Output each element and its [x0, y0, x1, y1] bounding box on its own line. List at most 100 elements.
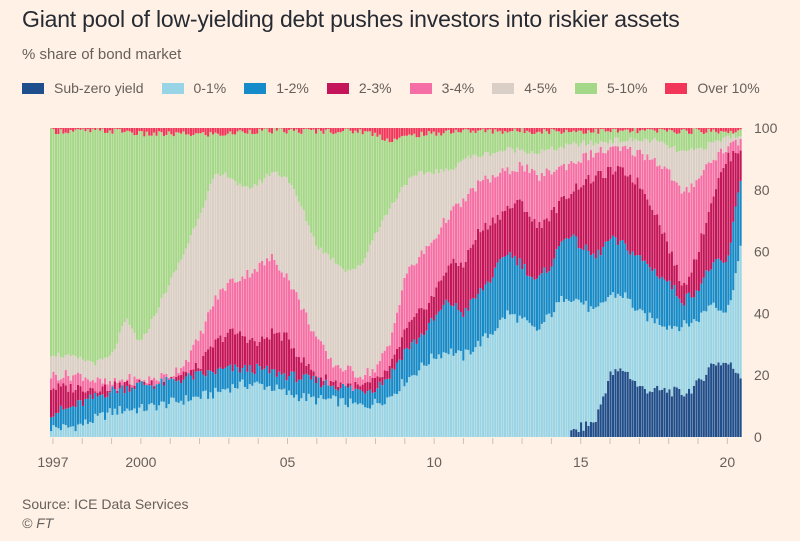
bar-segment-0-1- — [307, 393, 310, 437]
bar-segment-3-4- — [496, 176, 499, 215]
bar-segment-5-10- — [69, 130, 72, 357]
bar-segment-3-4- — [513, 171, 516, 204]
bar-segment-5-10- — [604, 131, 607, 143]
bar-segment-2-3- — [263, 338, 266, 369]
bar-segment-0-1- — [57, 428, 60, 437]
bar-segment-1-2- — [607, 241, 610, 298]
bar-segment-2-3- — [553, 206, 556, 259]
bar-segment-3-4- — [180, 368, 183, 375]
bar-segment-sub-zero-yield — [646, 393, 649, 437]
bar-segment-1-2- — [322, 385, 325, 400]
bar-segment-over-10- — [619, 128, 622, 131]
bar-segment-over-10- — [548, 128, 551, 134]
bar-segment-0-1- — [50, 431, 53, 437]
bar-segment-over-10- — [332, 128, 335, 135]
bar-segment-0-1- — [317, 398, 320, 437]
bar-segment-3-4- — [435, 238, 438, 288]
bar-segment-0-1- — [553, 312, 556, 437]
bar-segment-5-10- — [705, 132, 708, 150]
bar-segment-1-2- — [484, 284, 487, 334]
bar-segment-5-10- — [251, 133, 254, 188]
bar-segment-0-1- — [540, 323, 543, 437]
bar-segment-3-4- — [268, 261, 271, 340]
bar-segment-1-2- — [54, 413, 58, 428]
bar-segment-3-4- — [737, 145, 740, 154]
bar-segment-0-1- — [143, 411, 146, 437]
bar-segment-4-5- — [342, 268, 345, 372]
bar-segment-over-10- — [364, 128, 367, 132]
bar-segment-2-3- — [427, 302, 431, 323]
bar-segment-2-3- — [94, 391, 97, 393]
bar-segment-4-5- — [153, 316, 156, 378]
bar-segment-3-4- — [695, 180, 698, 260]
bar-segment-5-10- — [437, 132, 440, 174]
bar-segment-1-2- — [548, 271, 551, 314]
bar-segment-4-5- — [503, 150, 507, 171]
bar-segment-1-2- — [459, 311, 462, 351]
bar-segment-0-1- — [234, 388, 237, 437]
bar-segment-3-4- — [113, 377, 116, 382]
bar-segment-5-10- — [283, 132, 286, 177]
bar-segment-over-10- — [491, 128, 494, 134]
bar-segment-3-4- — [50, 378, 53, 391]
bar-segment-over-10- — [494, 128, 497, 130]
bar-segment-1-2- — [258, 366, 261, 384]
bar-segment-2-3- — [231, 328, 234, 372]
bar-segment-0-1- — [67, 427, 70, 437]
bar-segment-3-4- — [327, 358, 330, 386]
bar-segment-3-4- — [305, 312, 308, 366]
bar-segment-4-5- — [145, 333, 148, 384]
bar-segment-1-2- — [295, 382, 298, 395]
bar-segment-0-1- — [523, 317, 526, 437]
bar-segment-0-1- — [560, 295, 563, 437]
bar-segment-0-1- — [442, 352, 445, 437]
bar-segment-1-2- — [216, 368, 219, 392]
bar-segment-4-5- — [624, 141, 627, 146]
bar-segment-1-2- — [432, 320, 435, 359]
bar-segment-4-5- — [501, 151, 504, 169]
bar-segment-2-3- — [89, 387, 92, 395]
bar-segment-over-10- — [658, 128, 661, 129]
bar-segment-3-4- — [560, 165, 563, 197]
legend-swatch — [665, 82, 688, 94]
bar-segment-0-1- — [737, 261, 740, 374]
bar-segment-5-10- — [153, 132, 156, 317]
bar-segment-sub-zero-yield — [577, 431, 580, 437]
bar-segment-sub-zero-yield — [663, 387, 666, 437]
bar-segment-4-5- — [278, 175, 281, 271]
bar-segment-1-2- — [145, 385, 148, 411]
bar-segment-4-5- — [327, 254, 330, 359]
bar-segment-2-3- — [503, 210, 507, 257]
bar-segment-4-5- — [557, 147, 561, 167]
bar-segment-over-10- — [700, 128, 703, 133]
bar-segment-2-3- — [216, 338, 219, 369]
bar-segment-4-5- — [631, 141, 634, 156]
bar-segment-0-1- — [707, 305, 710, 368]
bar-segment-1-2- — [344, 385, 347, 405]
bar-segment-5-10- — [376, 136, 379, 233]
bar-segment-2-3- — [442, 275, 445, 305]
bar-segment-3-4- — [354, 377, 357, 382]
bar-segment-1-2- — [214, 374, 217, 388]
bar-segment-0-1- — [695, 321, 698, 381]
bar-segment-4-5- — [413, 175, 416, 266]
bar-segment-over-10- — [403, 128, 406, 136]
bar-segment-4-5- — [81, 359, 85, 381]
bar-segment-1-2- — [474, 298, 477, 348]
bar-segment-4-5- — [302, 210, 305, 309]
bar-segment-5-10- — [170, 134, 173, 278]
bar-segment-1-2- — [734, 206, 737, 274]
bar-segment-1-2- — [508, 252, 511, 315]
bar-segment-5-10- — [457, 132, 460, 163]
bar-segment-1-2- — [366, 391, 369, 408]
bar-segment-4-5- — [668, 148, 671, 170]
bar-segment-sub-zero-yield — [592, 422, 595, 437]
bar-segment-0-1- — [121, 413, 124, 437]
bar-segment-sub-zero-yield — [675, 387, 678, 437]
bar-segment-over-10- — [101, 128, 104, 129]
bar-segment-0-1- — [334, 396, 337, 437]
bar-segment-3-4- — [663, 166, 666, 233]
bar-segment-0-1- — [530, 325, 534, 437]
bar-segment-0-1- — [96, 415, 99, 437]
bar-segment-4-5- — [722, 137, 725, 154]
